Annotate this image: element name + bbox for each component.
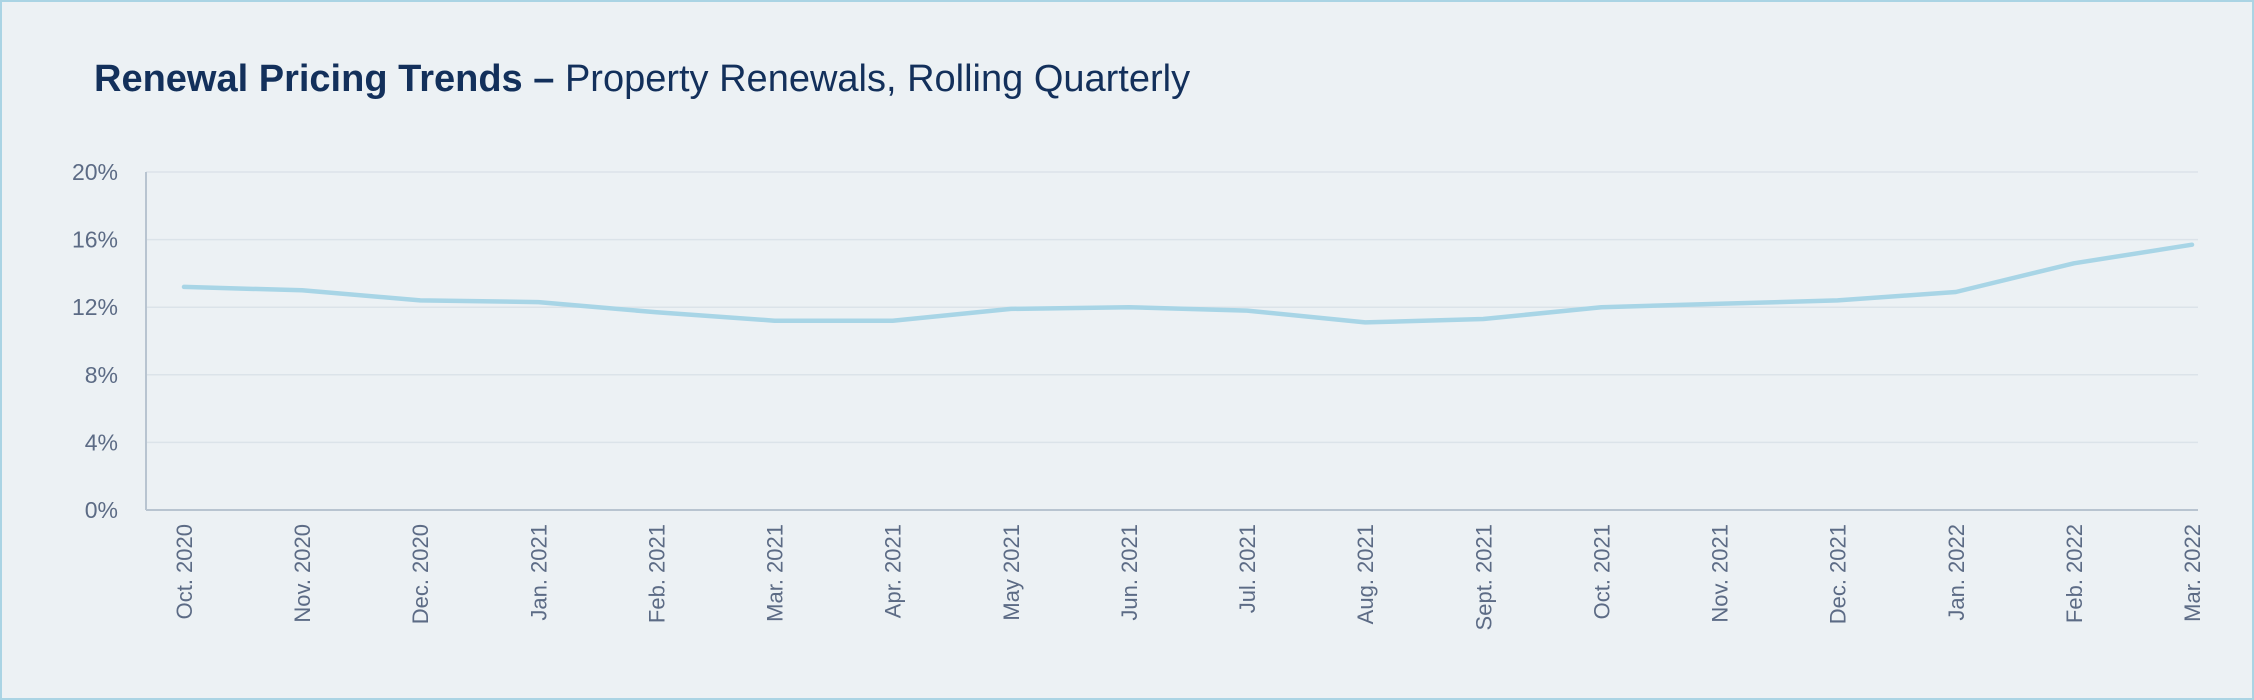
x-tick-label: Mar. 2022 [2180, 524, 2205, 622]
x-axis-ticks: Oct. 2020 Nov. 2020 Dec. 2020 Jan. 2021 Feb.… [172, 524, 2205, 630]
x-tick-label: Nov. 2020 [290, 524, 315, 623]
y-tick-label: 12% [72, 294, 118, 320]
x-tick-label: Oct. 2021 [1589, 524, 1614, 619]
series-layer [181, 242, 2195, 325]
x-tick-label: Jul. 2021 [1235, 524, 1260, 613]
x-tick-label: Dec. 2021 [1826, 524, 1851, 624]
x-tick-label: Dec. 2020 [408, 524, 433, 624]
y-tick-label: 20% [72, 159, 118, 185]
x-tick-label: Mar. 2021 [763, 524, 788, 622]
x-tick-label: Oct. 2020 [172, 524, 197, 619]
y-axis-ticks: 0% 4% 8% 12% 16% 20% [72, 159, 118, 523]
series-line [181, 242, 2195, 325]
y-tick-label: 4% [85, 429, 118, 455]
x-tick-label: Sept. 2021 [1471, 524, 1496, 630]
axes [145, 172, 2198, 511]
x-tick-label: Jan. 2021 [526, 524, 551, 621]
y-tick-label: 8% [85, 362, 118, 388]
chart-title-subtitle: Property Renewals, Rolling Quarterly [554, 58, 1191, 100]
x-tick-label: Jan. 2022 [1944, 524, 1969, 621]
x-tick-label: Jun. 2021 [1117, 524, 1142, 621]
x-tick-label: Nov. 2021 [1708, 524, 1733, 623]
chart-title: Renewal Pricing Trends – Property Renewa… [94, 58, 1190, 101]
x-tick-label: Apr. 2021 [881, 524, 906, 618]
x-tick-label: Feb. 2021 [644, 524, 669, 623]
y-tick-label: 0% [85, 497, 118, 523]
x-tick-label: Feb. 2022 [2062, 524, 2087, 623]
x-tick-label: May 2021 [999, 524, 1024, 621]
x-tick-label: Aug. 2021 [1353, 524, 1378, 624]
y-tick-label: 16% [72, 227, 118, 253]
chart-title-bold: Renewal Pricing Trends – [94, 58, 555, 100]
